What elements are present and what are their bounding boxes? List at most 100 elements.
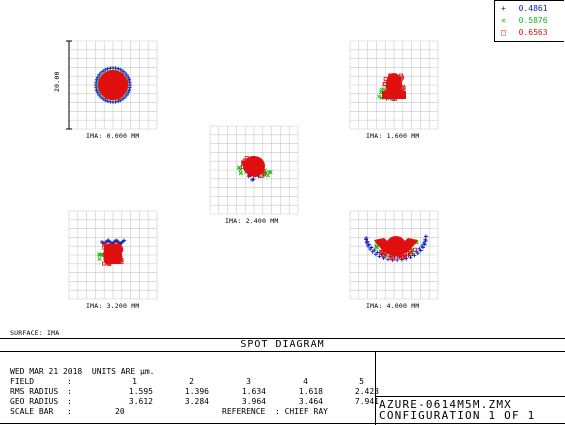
spot-f2-red xyxy=(383,76,388,81)
scale-bar-value: 20 xyxy=(115,407,125,416)
spot-f2-red xyxy=(386,88,391,93)
plus-marker-icon: + xyxy=(501,4,506,13)
spot-f2-red xyxy=(392,79,397,84)
spot-f5-blue xyxy=(366,242,371,247)
spot-f4-blue xyxy=(122,238,127,243)
spot-f5-blue xyxy=(377,254,382,259)
spot-f3-red xyxy=(251,160,256,165)
geo-value-2: 3.284 xyxy=(184,397,209,406)
spot-f1-red xyxy=(111,90,116,95)
spot-f5-blue xyxy=(395,257,400,262)
spot-f4-red xyxy=(102,253,107,258)
geo-value-5: 7.941 xyxy=(354,397,379,406)
spot-f5-blue xyxy=(423,234,428,239)
spot-f5-red xyxy=(405,251,410,256)
spot-f4-red xyxy=(102,242,107,247)
reference-text: REFERENCE : CHIEF RAY xyxy=(222,407,328,416)
spot-f4-red xyxy=(102,261,107,266)
rms-value-1: 1.595 xyxy=(128,387,153,396)
field-label-2: IMA: 1.600 MM xyxy=(366,132,420,140)
spot-f2-red xyxy=(394,92,399,97)
spot-f5-red xyxy=(401,247,406,252)
spot-f5-blue xyxy=(421,245,426,250)
geo-value-3: 3.964 xyxy=(241,397,266,406)
spot-f1-blue xyxy=(94,80,99,85)
spot-f5-red xyxy=(389,249,394,254)
spot-f5-blue xyxy=(385,257,390,262)
spot-f1-blue xyxy=(95,90,100,95)
chart-title: SPOT DIAGRAM xyxy=(240,339,325,350)
spot-f3-red xyxy=(255,168,260,173)
spot-f3-red xyxy=(259,173,264,178)
spot-f3-red xyxy=(243,163,248,168)
spot-f5-red xyxy=(386,245,391,250)
spot-f1-blue xyxy=(97,92,102,97)
spot-f1-blue xyxy=(126,90,131,95)
spot-f1-blue xyxy=(127,80,132,85)
spot-f3-blue xyxy=(250,177,255,182)
spot-f1-red xyxy=(105,87,110,92)
spot-f1-blue xyxy=(95,75,100,80)
geo-value-4: 3.464 xyxy=(298,397,323,406)
field-num-2: 2 xyxy=(189,377,194,386)
spot-f3-green xyxy=(267,170,272,175)
legend-label-1: 0.4861 xyxy=(518,4,548,13)
spot-f4-red xyxy=(119,259,124,264)
spot-f2-red xyxy=(396,84,401,89)
scale-row-label: SCALE BAR xyxy=(10,407,54,416)
geo-row-label: GEO RADIUS xyxy=(10,397,59,406)
spot-f2-green xyxy=(379,87,384,92)
spot-f3-blue xyxy=(246,174,251,179)
spot-f5-blue xyxy=(365,239,370,244)
spot-f1-blue xyxy=(97,73,102,78)
spot-f1-red xyxy=(111,92,116,97)
spot-f5-red xyxy=(396,253,401,258)
rms-colon: : xyxy=(67,387,72,396)
legend-label-3: 0.6563 xyxy=(518,28,548,37)
spot-f1-red xyxy=(100,85,105,90)
spot-f1-blue xyxy=(118,67,123,72)
field-label-5: IMA: 4.000 MM xyxy=(366,302,420,310)
spot-f1-red xyxy=(109,96,114,101)
spot-f5-blue xyxy=(412,253,417,258)
spot-f2-red xyxy=(399,90,404,95)
spot-f5-red xyxy=(401,255,406,260)
file-name: AZURE-0614M5M.ZMX xyxy=(379,398,512,411)
spot-f3-green xyxy=(268,170,273,175)
spot-f1-red xyxy=(119,72,124,77)
spot-f3-red xyxy=(251,165,256,170)
spot-f3-red xyxy=(253,172,258,177)
spot-f1-red xyxy=(121,84,126,89)
spot-diagram-plot xyxy=(66,40,439,300)
legend-item-3: □ 0.6563 xyxy=(501,28,548,37)
spot-f3-red xyxy=(254,162,259,167)
spot-f2-red xyxy=(391,86,396,91)
spot-f3-red xyxy=(262,171,267,176)
geo-value-1: 3.612 xyxy=(128,397,153,406)
spot-f1-red xyxy=(118,74,123,79)
field-label-1: IMA: 0.000 MM xyxy=(86,132,140,140)
spot-f1-red xyxy=(104,95,109,100)
spot-f3-red xyxy=(258,160,263,165)
spot-f2-red xyxy=(388,94,393,99)
spot-f2-red xyxy=(388,78,393,83)
spot-f5-blue xyxy=(381,256,386,261)
legend-label-2: 0.5876 xyxy=(518,16,548,25)
spot-f2-red xyxy=(389,73,394,78)
spot-f3-red xyxy=(252,172,257,177)
spot-f5-blue xyxy=(364,236,369,241)
spot-f1-blue xyxy=(124,92,129,97)
spot-f1-blue xyxy=(118,98,123,103)
spot-f1-blue xyxy=(127,85,132,90)
field-label-4: IMA: 3.200 MM xyxy=(86,302,140,310)
legend: + 0.4861 × 0.5876 □ 0.6563 xyxy=(494,0,564,42)
spot-f1-red xyxy=(116,95,121,100)
spot-f2-red xyxy=(384,90,389,95)
spot-f2-red xyxy=(388,83,393,88)
spot-f5-red xyxy=(392,246,397,251)
configuration-text: CONFIGURATION 1 OF 1 xyxy=(379,409,536,422)
spot-f1-red xyxy=(102,89,107,94)
spot-f5-red xyxy=(400,255,405,260)
spot-f5-red xyxy=(408,248,413,253)
spot-f5-red xyxy=(399,244,404,249)
